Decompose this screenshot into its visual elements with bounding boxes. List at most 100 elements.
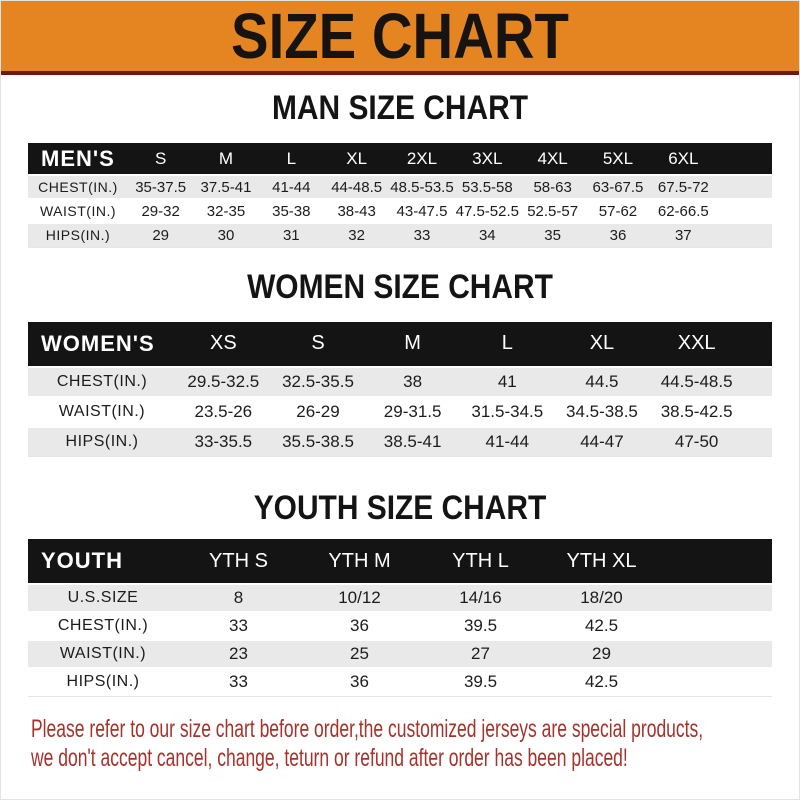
size-value: 36: [350, 616, 369, 635]
men-waist-row: WAIST(IN.) 29-32 32-35 35-38 38-43 43-47…: [28, 199, 772, 223]
size-value: 25: [350, 644, 369, 663]
women-col-xs: XS: [209, 332, 237, 354]
size-value: 23.5-26: [194, 401, 253, 421]
size-value: 38: [403, 371, 423, 391]
footer-note: Please refer to our size chart before or…: [1, 715, 799, 773]
size-value: 37: [674, 226, 692, 244]
spacer-cell: [716, 223, 772, 247]
youth-size-table: YOUTH YTH S YTH M YTH L YTH XL U.S.SIZE …: [28, 539, 772, 697]
row-label: CHEST(IN.): [38, 179, 118, 195]
size-value: 57-62: [598, 202, 638, 220]
size-value: 32: [348, 226, 365, 244]
size-value: 42.5: [584, 672, 619, 692]
footer-line-1: Please refer to our size chart before or…: [31, 714, 704, 743]
size-value: 44-47: [580, 431, 624, 451]
youth-col-xl: YTH XL: [566, 549, 637, 572]
youth-table-title: YOUTH: [41, 548, 123, 573]
size-value: 48.5-53.5: [390, 178, 454, 196]
size-value: 31: [282, 226, 300, 244]
size-value: 23: [229, 644, 248, 663]
size-value: 53.5-58: [461, 178, 513, 196]
size-value: 35-37.5: [135, 178, 187, 196]
size-value: 29-32: [141, 202, 180, 220]
footer-line-2: we don't accept cancel, change, teturn o…: [31, 743, 628, 772]
men-size-section: MAN SIZE CHART MEN'S S M L XL 2XL 3XL 4X…: [1, 91, 799, 248]
men-col-6xl: 6XL: [668, 148, 699, 168]
women-chest-row: CHEST(IN.) 29.5-32.5 32.5-35.5 38 41 44.…: [28, 366, 772, 397]
spacer-cell: [744, 367, 772, 397]
size-value: 38.5-42.5: [660, 401, 733, 421]
size-value: 33: [229, 672, 248, 692]
size-value: 35.5-38.5: [282, 431, 354, 451]
size-value: 35: [544, 226, 561, 244]
women-header-row: WOMEN'S XS S M L XL XXL: [28, 321, 772, 367]
size-value: 37.5-41: [200, 178, 252, 196]
size-value: 34: [478, 226, 496, 244]
men-col-5xl: 5XL: [602, 148, 634, 168]
spacer-cell: [662, 539, 772, 584]
men-header-row: MEN'S S M L XL 2XL 3XL 4XL 5XL 6XL: [28, 143, 772, 175]
men-table-title: MEN'S: [41, 145, 115, 171]
women-section-heading: WOMEN SIZE CHART: [247, 267, 553, 306]
women-col-xxl: XXL: [677, 332, 716, 354]
spacer-cell: [744, 397, 772, 427]
men-col-s: S: [154, 148, 167, 168]
size-value: 29.5-32.5: [187, 371, 260, 391]
row-label: HIPS(IN.): [45, 227, 111, 244]
size-value: 27: [471, 644, 490, 663]
size-value: 38-43: [337, 202, 376, 220]
spacer-cell: [744, 427, 772, 457]
women-col-m: M: [404, 332, 421, 354]
spacer-cell: [716, 199, 772, 223]
youth-col-l: YTH L: [452, 549, 509, 572]
size-value: 47.5-52.5: [455, 202, 519, 220]
spacer-cell: [662, 668, 772, 696]
size-value: 29: [152, 226, 169, 244]
men-section-heading: MAN SIZE CHART: [272, 89, 528, 127]
youth-col-s: YTH S: [209, 549, 268, 572]
size-value: 43-47.5: [396, 202, 448, 220]
youth-size-section: YOUTH SIZE CHART YOUTH YTH S YTH M YTH L…: [1, 491, 799, 697]
size-value: 42.5: [584, 616, 619, 635]
row-label: CHEST(IN.): [57, 617, 149, 634]
size-value: 44-48.5: [331, 178, 383, 196]
size-value: 44.5: [585, 371, 619, 391]
spacer-cell: [716, 143, 772, 175]
size-value: 8: [233, 588, 244, 607]
banner: SIZE CHART: [1, 1, 799, 75]
men-col-3xl: 3XL: [472, 148, 503, 168]
size-value: 31.5-34.5: [471, 401, 544, 421]
size-value: 33-35.5: [194, 431, 253, 451]
women-size-section: WOMEN SIZE CHART WOMEN'S XS S M L XL XXL…: [1, 267, 799, 457]
size-value: 26-29: [296, 401, 340, 421]
row-label: HIPS(IN.): [65, 432, 139, 450]
row-label: WAIST(IN.): [59, 645, 147, 662]
size-value: 33: [229, 616, 248, 635]
size-value: 47-50: [674, 431, 719, 451]
size-value: 39.5: [463, 672, 498, 692]
men-col-4xl: 4XL: [537, 148, 568, 168]
men-col-xl: XL: [346, 148, 368, 168]
size-value: 10/12: [338, 588, 381, 607]
size-value: 63-67.5: [592, 178, 644, 196]
size-value: 32.5-35.5: [282, 371, 354, 391]
women-table-title: WOMEN'S: [41, 330, 155, 356]
size-value: 41-44: [272, 178, 311, 196]
women-waist-row: WAIST(IN.) 23.5-26 26-29 29-31.5 31.5-34…: [28, 396, 772, 427]
page-title: SIZE CHART: [231, 0, 569, 72]
men-chest-row: CHEST(IN.) 35-37.5 37.5-41 41-44 44-48.5…: [28, 175, 772, 199]
size-value: 44.5-48.5: [660, 371, 733, 391]
men-hips-row: HIPS(IN.) 29 30 31 32 33 34 35 36 37: [28, 223, 772, 247]
row-label: WAIST(IN.): [39, 203, 117, 219]
spacer-cell: [662, 640, 772, 668]
row-label: U.S.SIZE: [67, 589, 139, 606]
men-col-2xl: 2XL: [406, 148, 438, 168]
size-value: 29: [592, 644, 611, 663]
youth-col-m: YTH M: [328, 549, 391, 572]
women-col-s: S: [311, 332, 325, 354]
men-col-l: L: [286, 148, 297, 168]
men-size-table: MEN'S S M L XL 2XL 3XL 4XL 5XL 6XL CHEST…: [28, 143, 772, 248]
size-value: 18/20: [580, 588, 623, 607]
women-col-l: L: [501, 332, 513, 354]
